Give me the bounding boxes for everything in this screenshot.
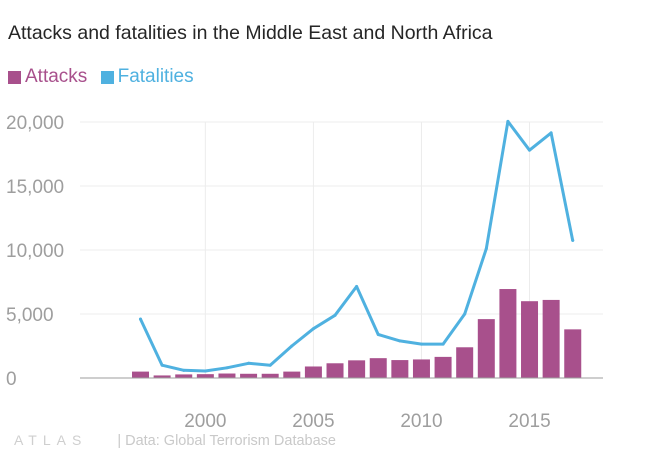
chart-title: Attacks and fatalities in the Middle Eas… — [8, 22, 493, 44]
point-fatalities-2000 — [203, 369, 207, 373]
y-tick-label: 20,000 — [6, 113, 64, 134]
bar-attacks-2004 — [283, 371, 301, 378]
point-fatalities-2009 — [398, 339, 402, 343]
point-fatalities-1999 — [182, 368, 186, 372]
point-fatalities-1998 — [160, 363, 164, 367]
bar-attacks-2009 — [391, 360, 409, 378]
footer: ATLAS | Data: Global Terrorism Database — [14, 432, 336, 449]
point-fatalities-2004 — [290, 344, 294, 348]
point-fatalities-2017 — [571, 238, 575, 242]
x-tick-label: 2015 — [508, 411, 550, 432]
bar-attacks-2006 — [326, 363, 344, 378]
x-tick-label: 2005 — [292, 411, 334, 432]
point-fatalities-2001 — [225, 366, 229, 370]
y-tick-label: 5,000 — [6, 305, 54, 326]
point-fatalities-2016 — [549, 131, 553, 135]
x-tick-label: 2000 — [184, 411, 226, 432]
bar-attacks-2011 — [434, 356, 452, 378]
bar-attacks-2001 — [218, 373, 236, 378]
point-fatalities-2012 — [463, 312, 467, 316]
bar-attacks-2002 — [240, 373, 258, 378]
x-tick-label: 2010 — [400, 411, 442, 432]
point-fatalities-2006 — [333, 313, 337, 317]
data-source-note: | Data: Global Terrorism Database — [117, 433, 336, 449]
legend-item-fatalities: Fatalities — [100, 66, 194, 88]
y-tick-label: 15,000 — [6, 177, 64, 198]
bar-attacks-2003 — [261, 373, 279, 378]
bar-attacks-2007 — [348, 360, 366, 378]
bar-attacks-1999 — [175, 374, 193, 378]
bar-attacks-2012 — [456, 347, 474, 378]
legend-item-attacks: Attacks — [8, 66, 87, 88]
point-fatalities-2003 — [268, 363, 272, 367]
bar-attacks-1997 — [132, 371, 150, 378]
atlas-logo: ATLAS — [14, 432, 88, 448]
legend-swatch-attacks — [8, 70, 21, 84]
point-fatalities-2014 — [506, 119, 510, 123]
bar-attacks-2013 — [477, 319, 495, 378]
y-tick-label: 10,000 — [6, 241, 64, 262]
y-tick-label: 0 — [6, 369, 17, 390]
bar-attacks-2016 — [542, 299, 560, 378]
bar-attacks-2014 — [499, 289, 517, 378]
legend-swatch-fatalities — [100, 70, 114, 84]
legend-label-attacks: Attacks — [25, 66, 88, 87]
point-fatalities-2015 — [528, 148, 532, 152]
bar-attacks-2015 — [521, 301, 539, 378]
bar-attacks-2000 — [196, 374, 214, 378]
point-fatalities-1997 — [139, 317, 143, 321]
point-fatalities-2007 — [355, 284, 359, 288]
legend: Attacks Fatalities — [8, 66, 202, 90]
bar-attacks-2010 — [412, 359, 430, 378]
bar-attacks-2005 — [304, 366, 322, 378]
legend-label-fatalities: Fatalities — [117, 66, 194, 87]
point-fatalities-2005 — [311, 327, 315, 331]
bar-attacks-1998 — [153, 375, 171, 378]
point-fatalities-2002 — [247, 361, 251, 365]
point-fatalities-2011 — [441, 342, 445, 346]
bar-attacks-2008 — [369, 358, 387, 378]
point-fatalities-2008 — [376, 332, 380, 336]
point-fatalities-2010 — [419, 342, 423, 346]
bar-attacks-2017 — [564, 329, 582, 378]
point-fatalities-2013 — [484, 247, 488, 251]
